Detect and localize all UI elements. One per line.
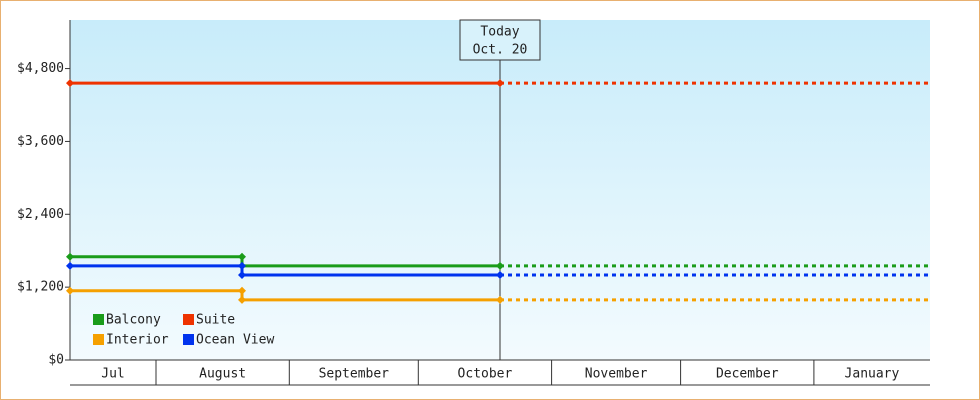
data-point (238, 271, 246, 279)
series-line (70, 264, 500, 277)
x-tick-label: November (585, 367, 648, 382)
legend-swatch (183, 314, 194, 325)
data-point (66, 79, 74, 88)
x-tick-label: August (199, 367, 246, 382)
series-line (70, 289, 500, 302)
today-box (459, 19, 541, 61)
data-point (496, 295, 504, 304)
data-point (496, 261, 504, 270)
data-point (238, 295, 246, 304)
data-point (496, 79, 504, 88)
y-tick-label: $2,400 (17, 207, 64, 222)
y-tick-label: $3,600 (17, 134, 64, 149)
today-label: Today (480, 25, 519, 40)
data-point (238, 252, 246, 261)
data-point (238, 286, 246, 295)
legend-label: Balcony (106, 313, 161, 328)
series-line (70, 255, 500, 268)
legend-swatch (93, 334, 104, 345)
today-label: Oct. 20 (473, 43, 528, 58)
x-tick-label: September (319, 367, 390, 382)
data-point (238, 261, 246, 270)
y-tick-label: $1,200 (17, 280, 64, 295)
legend-swatch (183, 334, 194, 345)
x-tick-label: January (845, 367, 900, 382)
x-tick-label: December (716, 367, 779, 382)
y-tick-label: $0 (48, 353, 64, 368)
x-tick-label: Jul (101, 367, 124, 382)
data-point (66, 252, 74, 261)
data-point (496, 271, 504, 279)
y-tick-label: $4,800 (17, 61, 64, 76)
legend-label: Ocean View (196, 333, 274, 348)
legend-label: Interior (106, 333, 169, 348)
legend-label: Suite (196, 313, 235, 328)
data-point (66, 286, 74, 295)
data-point (66, 261, 74, 270)
legend-swatch (93, 314, 104, 325)
x-tick-label: October (458, 367, 513, 382)
